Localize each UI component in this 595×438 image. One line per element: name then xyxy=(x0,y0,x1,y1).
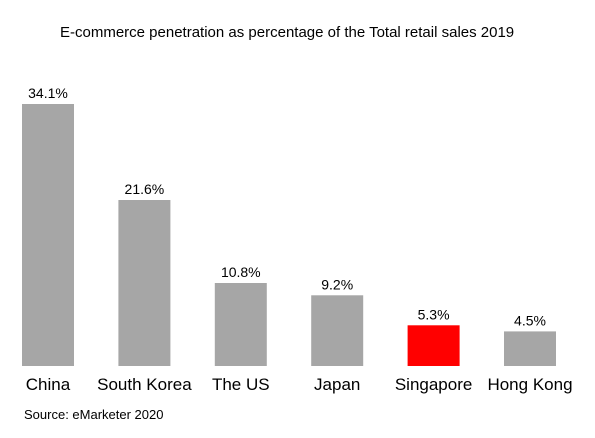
value-label-singapore: 5.3% xyxy=(418,306,450,322)
bars-group xyxy=(22,104,556,366)
category-label-hong-kong: Hong Kong xyxy=(487,375,572,394)
value-label-hong-kong: 4.5% xyxy=(514,312,546,328)
source-note: Source: eMarketer 2020 xyxy=(24,407,163,422)
category-labels-group: China South Korea The US Japan Singapore Hong… xyxy=(26,375,573,394)
bar-hong-kong xyxy=(504,331,556,366)
category-label-the-us: The US xyxy=(212,375,270,394)
value-label-south-korea: 21.6% xyxy=(125,181,165,197)
chart-title: E-commerce penetration as percentage of … xyxy=(60,24,514,41)
category-label-south-korea: South Korea xyxy=(97,375,192,394)
bar-china xyxy=(22,104,74,366)
bar-japan xyxy=(311,295,364,366)
category-label-japan: Japan xyxy=(314,375,360,394)
category-label-china: China xyxy=(26,375,71,394)
bar-the-us xyxy=(214,283,267,366)
bar-singapore xyxy=(407,325,460,366)
bar-south-korea xyxy=(118,200,171,366)
category-label-singapore: Singapore xyxy=(395,375,473,394)
value-label-japan: 9.2% xyxy=(321,276,353,292)
value-labels-group: 34.1% 21.6% 10.8% 9.2% 5.3% 4.5% xyxy=(28,85,546,328)
value-label-the-us: 10.8% xyxy=(221,264,261,280)
value-label-china: 34.1% xyxy=(28,85,68,101)
